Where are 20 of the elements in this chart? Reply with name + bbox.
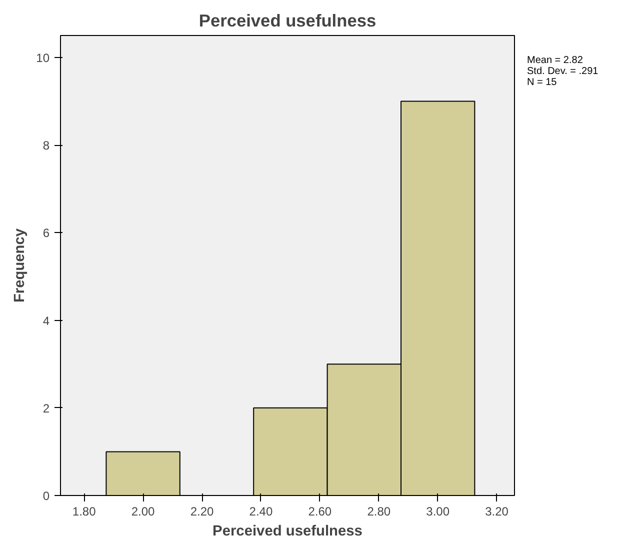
y-tick-label: 8 [42, 138, 50, 153]
x-tick-label: 2.80 [367, 504, 391, 518]
x-axis-title: Perceived usefulness [212, 524, 362, 540]
y-tick-label: 10 [36, 50, 50, 65]
x-tick-label: 2.40 [249, 504, 273, 518]
x-tick-label: 2.60 [308, 504, 332, 518]
x-tick-label: 1.80 [72, 504, 96, 518]
chart-title: Perceived usefulness [198, 10, 376, 30]
y-axis-title: Frequency [12, 228, 28, 303]
text: Std. Dev. = .291 [527, 66, 598, 77]
x-tick-label: 2.20 [190, 504, 214, 518]
x-tick-label: 3.20 [485, 504, 509, 518]
text: Mean = 2.82 [527, 55, 583, 66]
y-tick-label: 2 [42, 401, 50, 416]
y-tick-label: 0 [42, 489, 50, 503]
y-tick-label: 4 [42, 314, 50, 328]
y-tick-label: 6 [42, 226, 50, 240]
x-tick-label: 3.00 [426, 504, 450, 518]
x-tick-label: 2.00 [131, 504, 156, 518]
text: N = 15 [527, 77, 557, 88]
